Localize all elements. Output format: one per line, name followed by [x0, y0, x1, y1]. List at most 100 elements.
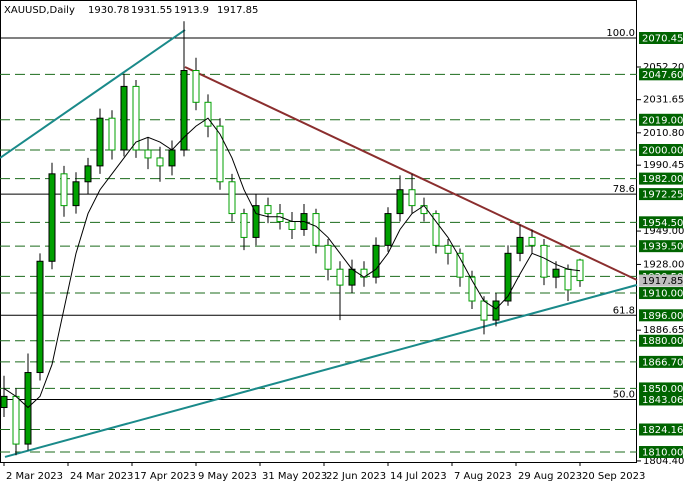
candle-body	[540, 244, 548, 278]
candle-body	[456, 252, 464, 278]
fib-label: 61.8	[613, 305, 635, 316]
candle-body	[60, 173, 68, 207]
level-label: 1939.50	[642, 242, 683, 253]
x-tick-label: 20 Sep 2023	[582, 471, 645, 482]
close: 1917.85	[217, 5, 258, 16]
level-box	[639, 32, 683, 45]
y-tick-label: 2031.65	[643, 95, 684, 106]
candle-body	[144, 149, 152, 159]
level-box	[639, 240, 683, 253]
candle-body	[36, 260, 44, 374]
candle-body	[384, 213, 392, 246]
y-tick-label: 2052.20	[643, 62, 684, 73]
level-label: 2019.00	[642, 115, 683, 126]
plot-frame	[0, 0, 637, 463]
candle-body	[480, 300, 488, 321]
candle-body	[492, 300, 500, 321]
low: 1913.9	[174, 5, 209, 16]
level-label: 1824.16	[642, 425, 683, 436]
level-box	[639, 334, 683, 347]
candle-body	[216, 125, 224, 183]
candle-body	[552, 268, 560, 278]
x-tick-label: 2 Mar 2023	[6, 471, 63, 482]
level-box	[639, 172, 683, 185]
symbol: XAUUSD,Daily	[4, 5, 75, 16]
level-label: 1843.06	[642, 395, 683, 406]
candle-body	[516, 236, 524, 254]
trendline	[184, 66, 638, 281]
level-label: 2047.60	[642, 70, 683, 81]
level-box	[639, 382, 683, 395]
fib-label: 50.0	[613, 389, 635, 400]
level-box	[639, 446, 683, 459]
y-tick-label: 1886.65	[643, 325, 684, 336]
candle-body	[24, 372, 32, 445]
level-label: 1972.25	[642, 190, 683, 201]
current-price-label: 1917.85	[642, 276, 683, 287]
level-label: 1866.70	[642, 357, 683, 368]
level-label: 1954.50	[642, 218, 683, 229]
candle-body	[468, 276, 476, 302]
candle-body	[288, 221, 296, 230]
candle-body	[12, 395, 20, 445]
level-box	[639, 188, 683, 201]
level-label: 1880.00	[642, 336, 683, 347]
y-tick-label: 1928.00	[643, 259, 684, 270]
level-label: 1982.00	[642, 174, 683, 185]
candle-body	[264, 205, 272, 215]
level-box	[639, 423, 683, 436]
fib-label: 100.0	[606, 28, 635, 39]
candle-body	[132, 85, 140, 151]
y-tick-label: 2010.80	[643, 128, 684, 139]
candle-body	[228, 181, 236, 215]
level-label: 1896.00	[642, 311, 683, 322]
y-tick-label: 1804.40	[643, 456, 684, 467]
x-tick-label: 17 Apr 2023	[134, 471, 196, 482]
candle-body	[204, 101, 212, 127]
x-tick-label: 22 Jun 2023	[326, 471, 386, 482]
x-tick-label: 9 May 2023	[198, 471, 257, 482]
candle-body	[72, 181, 80, 207]
level-box	[639, 68, 683, 81]
level-box	[639, 309, 683, 322]
fib-label: 78.6	[613, 184, 635, 195]
level-label: 1910.00	[642, 289, 683, 300]
level-box	[639, 216, 683, 229]
level-label: 1810.00	[642, 448, 683, 459]
candle-body	[348, 268, 356, 286]
candle-body	[396, 189, 404, 215]
high: 1931.55	[131, 5, 172, 16]
candle-body	[108, 117, 116, 151]
level-label: 1850.00	[642, 384, 683, 395]
candle-body	[48, 173, 56, 262]
candle-body	[240, 213, 248, 238]
open: 1930.78	[88, 5, 129, 16]
candle-body	[252, 205, 260, 238]
level-label: 2000.00	[642, 145, 683, 156]
candle-body	[192, 70, 200, 103]
candle-body	[312, 213, 320, 246]
current-price-box	[639, 274, 683, 287]
trendline	[0, 29, 186, 159]
x-tick-label: 24 Mar 2023	[70, 471, 133, 482]
candle-body	[432, 213, 440, 246]
level-box	[639, 143, 683, 156]
x-tick-label: 29 Aug 2023	[518, 471, 582, 482]
level-label: 2070.45	[642, 34, 683, 45]
candle-body	[408, 189, 416, 207]
candle-body	[156, 157, 164, 167]
candle-body	[528, 236, 536, 246]
trendline	[4, 283, 638, 458]
candle-body	[84, 165, 92, 183]
candle-body	[96, 117, 104, 167]
candle-body	[0, 395, 8, 409]
y-tick-label: 1949.00	[643, 226, 684, 237]
y-tick-label: 1990.45	[643, 160, 684, 171]
candle-body	[444, 244, 452, 254]
candle-body	[120, 85, 128, 151]
x-tick-label: 31 May 2023	[262, 471, 327, 482]
x-tick-label: 7 Aug 2023	[454, 471, 512, 482]
level-box	[639, 113, 683, 126]
candle-body	[180, 70, 188, 151]
level-box	[639, 287, 683, 300]
